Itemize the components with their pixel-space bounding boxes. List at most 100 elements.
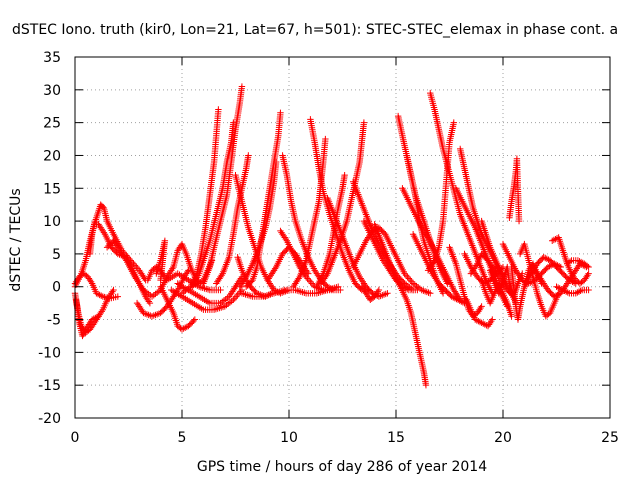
x-axis-label: GPS time / hours of day 286 of year 2014: [197, 459, 487, 475]
data-track: [350, 224, 434, 297]
data-point: [546, 263, 553, 270]
data-point: [543, 255, 551, 263]
y-axis-label: dSTEC / TECUs: [8, 188, 24, 291]
data-track: [506, 155, 523, 225]
y-tick-label: 15: [43, 181, 61, 197]
data-track: [200, 83, 246, 287]
data-point: [234, 291, 241, 299]
data-point: [519, 276, 526, 284]
data-point: [544, 263, 552, 271]
data-track: [234, 253, 276, 300]
data-point: [456, 297, 463, 304]
data-point: [515, 217, 523, 225]
data-point: [561, 287, 568, 295]
data-point: [328, 286, 335, 294]
y-tick-label: 30: [43, 83, 61, 99]
data-track: [290, 135, 329, 290]
y-tick-label: -5: [47, 313, 61, 329]
data-point: [554, 291, 561, 299]
data-point: [566, 258, 574, 265]
data-point: [91, 219, 98, 226]
x-tick-label: 20: [494, 430, 512, 446]
y-tick-label: 5: [52, 247, 61, 263]
x-axis-ticks: 0 5 10 15 20 25: [71, 57, 619, 446]
data-point: [558, 285, 565, 293]
data-point: [553, 283, 560, 290]
data-point: [478, 303, 485, 310]
data-point: [450, 294, 457, 301]
x-tick-label: 25: [601, 430, 619, 446]
data-point: [233, 293, 240, 300]
data-point: [480, 320, 487, 327]
data-point: [267, 290, 274, 298]
data-track: [236, 158, 280, 290]
data-point: [473, 317, 480, 324]
y-tick-label: -15: [38, 378, 61, 394]
data-track: [86, 201, 149, 284]
x-tick-label: 15: [387, 430, 405, 446]
data-point: [180, 325, 187, 332]
data-track: [279, 152, 344, 294]
data-point: [329, 285, 336, 293]
data-point: [182, 324, 189, 331]
y-tick-label: 20: [43, 148, 61, 164]
data-point: [92, 217, 99, 225]
data-point: [231, 295, 238, 302]
data-point: [146, 299, 154, 307]
y-tick-label: 0: [52, 280, 61, 296]
data-point: [583, 262, 591, 270]
data-point: [564, 289, 571, 296]
data-point: [263, 292, 271, 299]
chart-title: dSTEC Iono. truth (kir0, Lon=21, Lat=67,…: [12, 22, 618, 38]
x-tick-label: 0: [71, 430, 80, 446]
data-point: [90, 315, 97, 322]
data-point: [549, 237, 556, 244]
data-point: [308, 280, 316, 287]
data-point: [110, 286, 117, 294]
y-tick-label: 35: [43, 50, 61, 66]
data-point: [408, 278, 415, 286]
data-point: [92, 314, 99, 322]
plot-border: [74, 56, 611, 419]
data-point: [559, 286, 567, 294]
x-tick-label: 10: [280, 430, 298, 446]
data-point: [585, 270, 592, 277]
data-point: [185, 267, 192, 274]
data-track: [549, 234, 592, 287]
data-point: [191, 316, 199, 323]
data-point: [96, 291, 103, 299]
data-point: [178, 283, 186, 290]
data-point: [217, 286, 224, 294]
data-point: [375, 286, 383, 294]
data-point: [458, 298, 465, 305]
data-point: [114, 293, 121, 300]
data-point: [576, 258, 583, 265]
data-track: [313, 171, 348, 290]
data-track: [564, 257, 592, 271]
data-track: [427, 89, 496, 297]
data-point: [476, 318, 484, 326]
plot-frame: [74, 56, 611, 419]
y-axis-ticks: -20 -15 -10 -5 0 5 10 15 20 25 30 35: [38, 50, 610, 427]
data-point: [574, 289, 581, 296]
data-point: [99, 203, 107, 211]
data-point: [98, 292, 105, 299]
data-point: [556, 285, 563, 292]
data-point: [471, 316, 479, 323]
y-tick-label: 10: [43, 214, 61, 230]
data-point: [337, 286, 344, 294]
data-point: [483, 322, 490, 329]
data-markers: [71, 83, 592, 389]
data-point: [305, 270, 312, 277]
x-tick-label: 5: [178, 430, 187, 446]
data-point: [268, 290, 276, 297]
data-point: [404, 273, 411, 281]
data-track: [153, 237, 169, 284]
data-point: [94, 290, 102, 298]
data-point: [550, 236, 558, 244]
data-point: [451, 295, 459, 302]
data-point: [265, 291, 272, 299]
data-point: [88, 316, 96, 323]
data-track: [103, 237, 177, 300]
data-point: [369, 227, 376, 235]
